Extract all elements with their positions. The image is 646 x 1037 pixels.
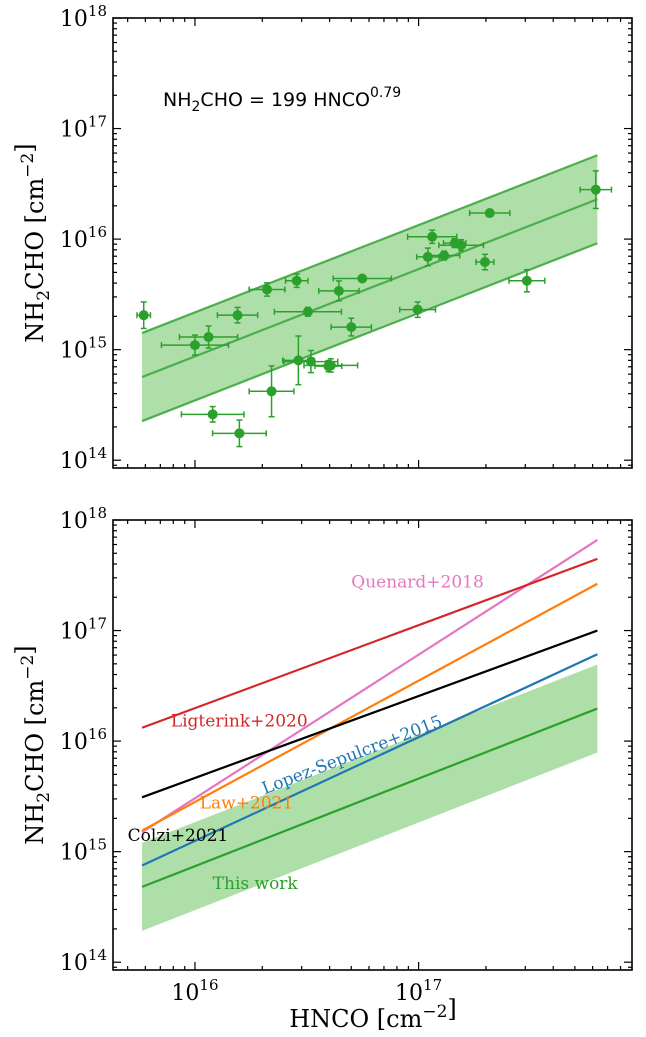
data-point: [211, 419, 267, 448]
fit-line: [141, 198, 598, 379]
top-y-tick-labels: 1014 1015 1016 1017 1018: [60, 2, 107, 474]
top-panel: 1014 1015 1016 1017 1018 NH2CHO = 199 HNCO0.…: [11, 2, 633, 474]
data-point: [248, 282, 286, 297]
point-marker: [427, 231, 438, 242]
point-marker: [293, 355, 304, 366]
point-marker: [207, 409, 218, 420]
fit-band-edge: [141, 154, 598, 335]
point-marker: [138, 310, 149, 321]
bottom-axis-ticks: [113, 519, 633, 970]
data-point: [248, 365, 295, 418]
x-axis-label: HNCO [cm−2]: [289, 995, 457, 1033]
series-label-colzi-2021: Colzi+2021: [128, 826, 229, 846]
point-marker: [325, 360, 336, 371]
y-tick-label: 1015: [60, 334, 107, 364]
data-point: [332, 273, 393, 284]
data-point: [160, 334, 230, 356]
series-label-quenard-2018: Quenard+2018: [351, 573, 484, 593]
data-point: [178, 325, 239, 349]
y-tick-label: 1014: [60, 946, 107, 976]
point-marker: [234, 428, 245, 439]
point-marker: [521, 275, 532, 286]
x-tick-label: 1016: [171, 976, 218, 1006]
top-plot-frame: [112, 17, 633, 469]
data-point: [438, 238, 485, 252]
data-point: [136, 301, 152, 330]
series-line-law-2021: [141, 582, 598, 832]
data-point: [303, 358, 359, 373]
data-point: [427, 250, 461, 261]
y-tick-label: 1016: [60, 223, 107, 253]
point-marker: [262, 284, 273, 295]
y-tick-label: 1017: [60, 615, 107, 645]
data-point: [317, 280, 360, 302]
point-marker: [266, 386, 277, 397]
y-tick-label: 1018: [60, 2, 107, 32]
data-point: [475, 253, 495, 271]
bottom-panel: Quenard+2018 Ligterink+2020 Law+2021 Colzi+…: [11, 504, 633, 1033]
fit-band-edge: [141, 242, 598, 423]
point-marker: [590, 184, 601, 195]
data-point: [579, 170, 613, 210]
data-point: [284, 273, 309, 289]
point-marker: [479, 257, 490, 268]
top-y-axis-label: NH2CHO [cm−2]: [11, 143, 54, 342]
point-marker: [333, 285, 344, 296]
series-line-lopez-sepulcre-2015: [141, 653, 598, 867]
bottom-y-axis-label: NH2CHO [cm−2]: [11, 645, 54, 844]
series-line-this-work: [141, 707, 598, 888]
series-label-this-work: This work: [213, 874, 299, 894]
point-marker: [439, 250, 450, 261]
point-marker: [203, 332, 214, 343]
y-tick-label: 1017: [60, 113, 107, 143]
y-tick-label: 1016: [60, 725, 107, 755]
data-point: [468, 208, 511, 219]
top-axis-ticks: [113, 17, 633, 468]
point-marker: [357, 273, 368, 284]
y-tick-label: 1014: [60, 444, 107, 474]
series-line-quenard-2018: [141, 539, 598, 834]
point-marker: [189, 340, 200, 351]
point-marker: [302, 306, 313, 317]
bottom-y-tick-labels: 1014 1015 1016 1017 1018: [60, 504, 107, 976]
point-marker: [346, 322, 357, 333]
y-tick-label: 1018: [60, 504, 107, 534]
series-line-colzi-2021: [141, 629, 598, 799]
series-label-ligterink-2020: Ligterink+2020: [171, 712, 308, 732]
series-label-law-2021: Law+2021: [200, 794, 293, 814]
data-point: [330, 317, 373, 337]
point-marker: [412, 304, 423, 315]
data-point: [216, 306, 259, 324]
point-marker: [456, 240, 467, 251]
point-marker: [484, 208, 495, 219]
series-line-ligterink-2020: [141, 557, 598, 729]
data-point: [273, 306, 343, 317]
bottom-plot-frame: [112, 519, 633, 971]
data-point: [398, 301, 437, 319]
point-marker: [232, 310, 243, 321]
relation-lines: [141, 539, 598, 888]
fit-equation-annotation: NH2CHO = 199 HNCO0.79: [163, 85, 401, 115]
y-tick-label: 1015: [60, 836, 107, 866]
data-point: [508, 268, 546, 293]
data-point: [180, 405, 245, 423]
fit-lines: [141, 154, 598, 423]
data-points: [136, 170, 613, 448]
point-marker: [305, 356, 316, 367]
bottom-x-tick-labels: 1016 1017: [171, 976, 442, 1006]
point-marker: [291, 275, 302, 286]
